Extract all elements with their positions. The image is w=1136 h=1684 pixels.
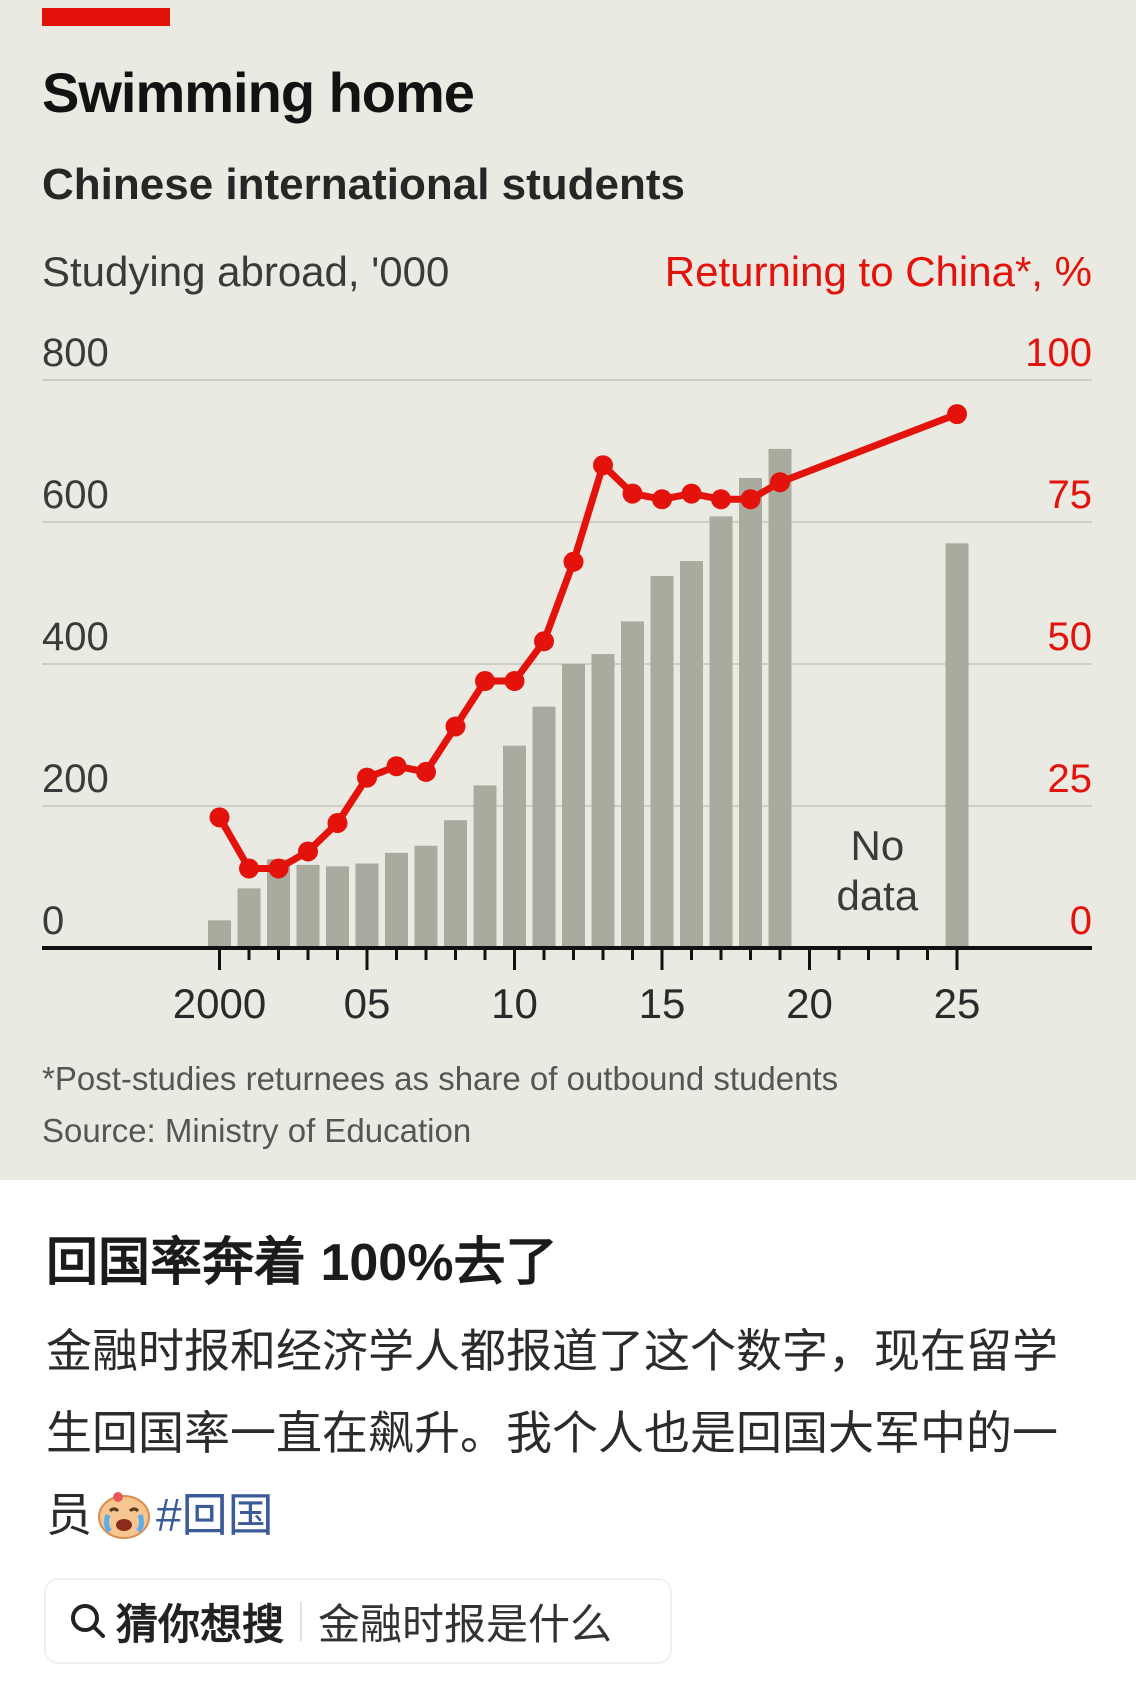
line-series-returning bbox=[216, 410, 961, 872]
red-tab-marker bbox=[42, 8, 170, 26]
search-divider bbox=[300, 1601, 303, 1641]
bar bbox=[562, 664, 585, 948]
chart-source: Source: Ministry of Education bbox=[42, 1112, 472, 1149]
line-point bbox=[593, 455, 613, 476]
bar bbox=[532, 706, 556, 948]
line-point bbox=[504, 671, 525, 692]
post-body-text: 金融时报和经济学人都报道了这个数字，现在留学生回国率一直在飙升。我个人也是回国大… bbox=[46, 1325, 1058, 1541]
chart-subtitle: Chinese international students bbox=[42, 160, 685, 209]
line-point bbox=[268, 858, 289, 879]
bar bbox=[237, 888, 261, 948]
x-tick-label: 05 bbox=[344, 980, 391, 1027]
right-tick-label: 50 bbox=[1048, 615, 1093, 659]
line-point bbox=[239, 858, 259, 879]
line-point bbox=[357, 767, 377, 788]
right-tick-label: 75 bbox=[1048, 473, 1093, 517]
bar bbox=[621, 621, 644, 948]
left-tick-label: 0 bbox=[42, 899, 64, 943]
line-point bbox=[622, 483, 643, 504]
crying-face-icon bbox=[96, 1482, 152, 1539]
bar bbox=[709, 516, 733, 948]
left-tick-label: 400 bbox=[42, 615, 109, 659]
chart-title: Swimming home bbox=[42, 61, 475, 124]
search-suggestion[interactable]: 金融时报是什么 bbox=[318, 1600, 613, 1648]
line-point bbox=[209, 807, 230, 828]
bar bbox=[208, 920, 231, 948]
line-point bbox=[445, 716, 466, 737]
x-tick-label: 10 bbox=[491, 980, 538, 1027]
bar bbox=[739, 477, 762, 948]
bar bbox=[326, 866, 349, 948]
bar bbox=[680, 561, 703, 948]
line-point bbox=[475, 671, 495, 692]
no-data-annotation: data bbox=[836, 872, 918, 919]
x-tick-label: 2000 bbox=[173, 980, 266, 1027]
line-point bbox=[681, 483, 702, 504]
post-title: 回国率奔着 100%去了 bbox=[46, 1234, 558, 1292]
line-point bbox=[563, 551, 584, 572]
bar bbox=[503, 745, 526, 948]
line-point bbox=[416, 761, 436, 782]
line-point bbox=[327, 813, 348, 834]
right-axis-label: Returning to China*, % bbox=[664, 248, 1092, 295]
bar bbox=[385, 852, 408, 948]
right-tick-label: 100 bbox=[1025, 331, 1092, 375]
line-point bbox=[534, 631, 554, 652]
line-point bbox=[947, 404, 967, 425]
x-tick-label: 25 bbox=[934, 980, 981, 1027]
chart-card: Swimming home Chinese international stud… bbox=[0, 0, 1136, 1180]
x-tick-label: 15 bbox=[639, 980, 686, 1027]
bar bbox=[591, 654, 615, 948]
left-axis-label: Studying abroad, '000 bbox=[42, 248, 450, 295]
bar bbox=[945, 543, 969, 948]
line-point bbox=[740, 489, 761, 510]
x-tick-label: 20 bbox=[786, 980, 833, 1027]
bar bbox=[444, 820, 467, 948]
bar bbox=[355, 863, 379, 948]
no-data-annotation: No bbox=[850, 822, 904, 869]
left-tick-label: 800 bbox=[42, 331, 109, 375]
chart-footnote: *Post-studies returnees as share of outb… bbox=[42, 1060, 839, 1097]
hashtag-link[interactable]: #回国 bbox=[156, 1489, 274, 1541]
right-tick-label: 25 bbox=[1048, 757, 1093, 801]
search-label: 猜你想搜 bbox=[116, 1600, 285, 1648]
left-tick-label: 600 bbox=[42, 473, 109, 517]
suggested-search-bar[interactable]: 猜你想搜 金融时报是什么 bbox=[44, 1578, 672, 1664]
right-tick-label: 0 bbox=[1070, 899, 1092, 943]
left-tick-label: 200 bbox=[42, 757, 109, 801]
bar bbox=[296, 864, 320, 948]
line-point bbox=[770, 472, 790, 493]
post-section: 回国率奔着 100%去了 金融时报和经济学人都报道了这个数字，现在留学生回国率一… bbox=[0, 1180, 1136, 1684]
bar bbox=[473, 785, 497, 948]
bar bbox=[650, 575, 674, 948]
line-point bbox=[386, 756, 407, 777]
bar bbox=[414, 845, 438, 948]
line-point bbox=[298, 841, 318, 862]
bar bbox=[768, 448, 792, 948]
bar bbox=[267, 859, 290, 948]
search-icon bbox=[71, 1604, 105, 1638]
line-point bbox=[652, 489, 672, 510]
chart-plot: 800 100 600 75 400 50 200 25 0 0 2000 05 10 15 20 25 Nod… bbox=[42, 331, 1093, 1027]
line-point bbox=[711, 489, 731, 510]
post-body: 金融时报和经济学人都报道了这个数字，现在留学生回国率一直在飙升。我个人也是回国大… bbox=[46, 1310, 1086, 1556]
